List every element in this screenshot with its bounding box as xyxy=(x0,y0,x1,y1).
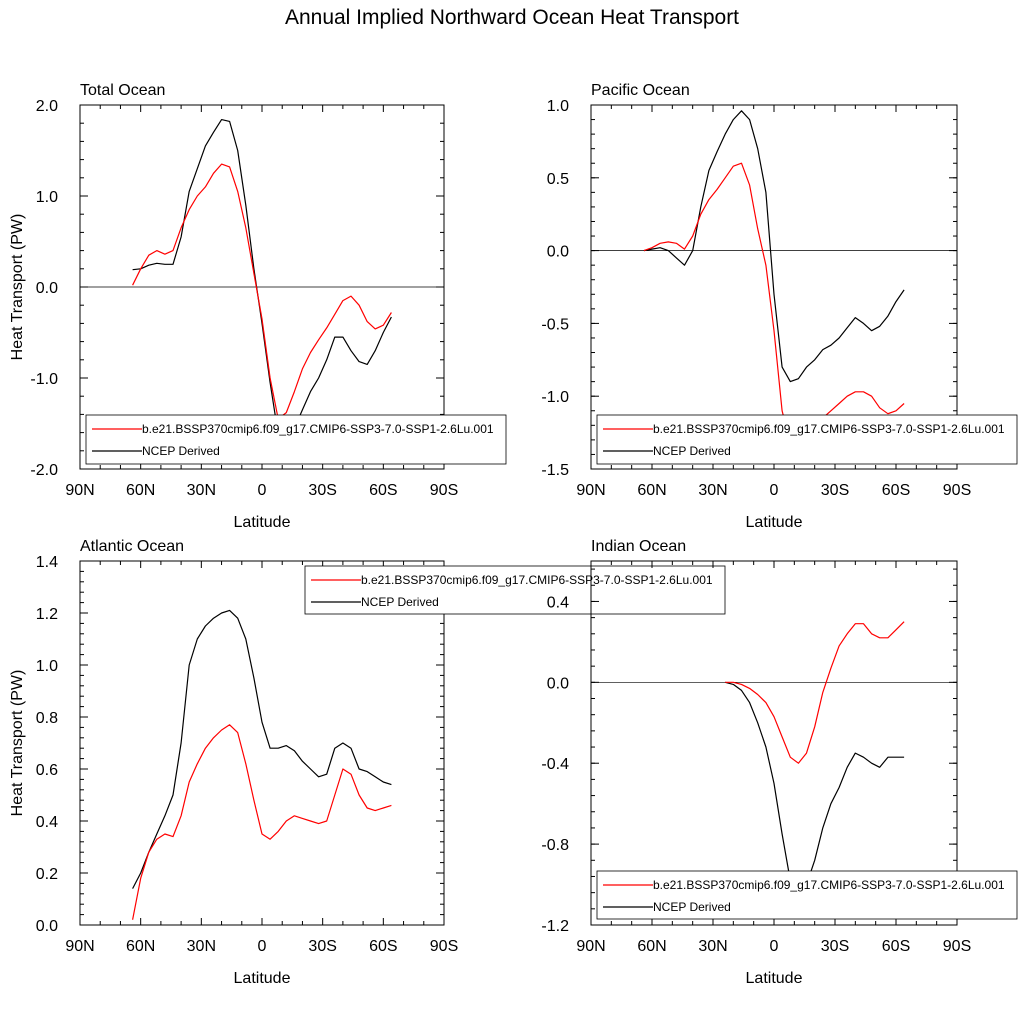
x-tick-label: 60N xyxy=(637,482,666,499)
y-tick-label: 0.4 xyxy=(36,814,58,831)
x-axis-label: Latitude xyxy=(234,970,291,987)
panel-title: Total Ocean xyxy=(80,82,165,99)
x-tick-label: 0 xyxy=(770,482,779,499)
x-tick-label: 90N xyxy=(65,938,94,955)
legend-label: b.e21.BSSP370cmip6.f09_g17.CMIP6-SSP3-7.… xyxy=(653,422,1005,436)
y-tick-label: 1.0 xyxy=(36,658,58,675)
y-tick-label: -1.0 xyxy=(541,389,569,406)
plot-frame xyxy=(590,560,958,926)
x-tick-label: 60S xyxy=(369,482,397,499)
y-tick-label: 0.0 xyxy=(547,244,569,261)
legend-box xyxy=(596,870,1018,920)
panel-title: Pacific Ocean xyxy=(591,82,690,99)
y-tick-label: 1.0 xyxy=(36,189,58,206)
x-tick-label: 60N xyxy=(126,938,155,955)
model-series-line xyxy=(132,724,392,920)
x-tick-label: 30S xyxy=(308,938,336,955)
y-tick-label: 2.0 xyxy=(36,98,58,115)
x-tick-label: 30S xyxy=(821,938,849,955)
y-tick-label: 0.8 xyxy=(36,710,58,727)
x-tick-label: 60N xyxy=(126,482,155,499)
x-tick-label: 90S xyxy=(430,938,458,955)
x-axis-label: Latitude xyxy=(746,514,803,531)
x-tick-label: 30S xyxy=(821,482,849,499)
y-tick-label: 0.0 xyxy=(547,675,569,692)
x-tick-label: 90S xyxy=(430,482,458,499)
x-tick-label: 90S xyxy=(943,482,971,499)
model-series-line xyxy=(132,163,392,420)
y-tick-label: 0.0 xyxy=(36,918,58,935)
x-tick-label: 60S xyxy=(369,938,397,955)
x-tick-label: 0 xyxy=(258,938,267,955)
x-axis-label: Latitude xyxy=(746,970,803,987)
x-tick-label: 30N xyxy=(698,482,727,499)
y-tick-label: -0.8 xyxy=(541,837,569,854)
y-tick-label: -0.4 xyxy=(541,756,569,773)
panel-title: Atlantic Ocean xyxy=(80,538,184,555)
legend-label: b.e21.BSSP370cmip6.f09_g17.CMIP6-SSP3-7.… xyxy=(653,878,1005,892)
y-tick-label: 1.2 xyxy=(36,606,58,623)
model-series-line xyxy=(725,621,905,764)
y-tick-label: -1.5 xyxy=(541,462,569,479)
x-tick-label: 90N xyxy=(65,482,94,499)
x-tick-label: 30S xyxy=(308,482,336,499)
y-tick-label: -0.5 xyxy=(541,316,569,333)
ncep-series-line xyxy=(643,110,905,383)
figure-title: Annual Implied Northward Ocean Heat Tran… xyxy=(284,6,740,29)
legend-label: b.e21.BSSP370cmip6.f09_g17.CMIP6-SSP3-7.… xyxy=(142,422,494,436)
panel-0: 90N 60N 30N 0 30S 60S 90S -2.0 -1.0 0.0 1.0 2.0 Tota… xyxy=(9,82,507,531)
legend-box xyxy=(596,414,1018,465)
y-tick-label: -1.2 xyxy=(541,918,569,935)
panel-3: 90N 60N 30N 0 30S 60S 90S -1.2 -0.8 -0.4 0.0 0.4 Ind… xyxy=(541,538,1018,987)
x-tick-label: 30N xyxy=(187,938,216,955)
y-tick-label: 0.5 xyxy=(547,171,569,188)
y-tick-label: -1.0 xyxy=(30,371,58,388)
x-tick-label: 60S xyxy=(882,482,910,499)
x-axis-label: Latitude xyxy=(234,514,291,531)
y-tick-label: 0.0 xyxy=(36,280,58,297)
x-tick-label: 0 xyxy=(770,938,779,955)
legend-label: NCEP Derived xyxy=(361,595,439,609)
ncep-series-line xyxy=(725,681,905,896)
y-tick-label: 0.6 xyxy=(36,762,58,779)
legend-box xyxy=(304,565,726,615)
y-tick-label: -2.0 xyxy=(30,462,58,479)
x-tick-label: 90S xyxy=(943,938,971,955)
y-axis-label: Heat Transport (PW) xyxy=(9,214,26,361)
panel-title: Indian Ocean xyxy=(591,538,686,555)
x-tick-label: 60S xyxy=(882,938,910,955)
y-tick-label: 0.2 xyxy=(36,866,58,883)
x-tick-label: 0 xyxy=(258,482,267,499)
legend-label: NCEP Derived xyxy=(142,444,220,458)
ncep-series-line xyxy=(132,118,392,438)
legend-box xyxy=(85,414,507,465)
y-tick-label: 1.4 xyxy=(36,554,58,571)
legend-label: NCEP Derived xyxy=(653,444,731,458)
panel-1: 90N 60N 30N 0 30S 60S 90S -1.5 -1.0 -0.5 0.0 0.5 1.0… xyxy=(541,82,1018,531)
x-tick-label: 30N xyxy=(187,482,216,499)
x-tick-label: 90N xyxy=(576,938,605,955)
x-tick-label: 30N xyxy=(698,938,727,955)
y-axis-label: Heat Transport (PW) xyxy=(9,670,26,817)
legend-label: NCEP Derived xyxy=(653,900,731,914)
x-tick-label: 60N xyxy=(637,938,666,955)
y-tick-label: 0.4 xyxy=(547,594,569,611)
y-tick-label: 1.0 xyxy=(547,98,569,115)
x-tick-label: 90N xyxy=(576,482,605,499)
plot-frame xyxy=(79,560,445,926)
ncep-series-line xyxy=(132,609,392,889)
model-series-line xyxy=(643,162,905,448)
legend-label: b.e21.BSSP370cmip6.f09_g17.CMIP6-SSP3-7.… xyxy=(361,573,713,587)
panel-2: 90N 60N 30N 0 30S 60S 90S 0.0 0.2 0.4 0.6 0.8 1.0 1.2… xyxy=(9,538,726,987)
